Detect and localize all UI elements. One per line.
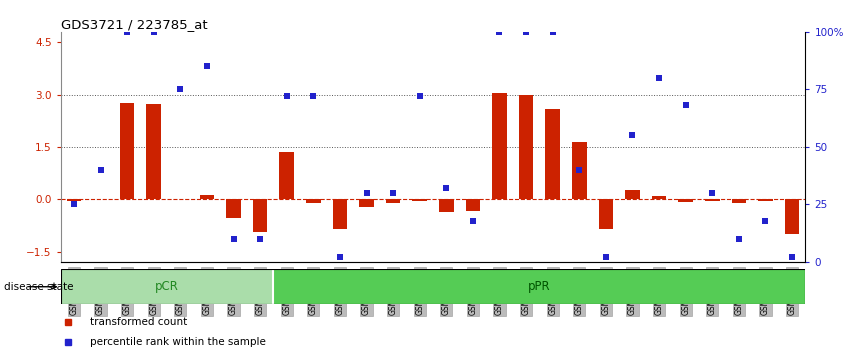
Point — [439, 185, 453, 191]
Bar — [306, 199, 320, 204]
Point — [146, 29, 160, 35]
Point — [173, 86, 187, 92]
Text: pCR: pCR — [155, 280, 179, 293]
Point — [599, 255, 613, 260]
Bar — [412, 199, 427, 201]
Bar — [359, 199, 374, 207]
Text: GDS3721 / 223785_at: GDS3721 / 223785_at — [61, 18, 207, 31]
Point — [493, 29, 507, 35]
Bar — [732, 199, 746, 204]
Point — [466, 218, 480, 223]
Point — [227, 236, 241, 242]
Point — [200, 64, 214, 69]
Bar — [274, 269, 818, 304]
Bar — [199, 195, 214, 199]
Point — [333, 255, 346, 260]
Bar — [466, 199, 481, 211]
Text: pPR: pPR — [528, 280, 551, 293]
Point — [94, 167, 107, 173]
Bar — [572, 142, 586, 199]
Point — [625, 132, 639, 138]
Bar — [758, 199, 772, 201]
Text: transformed count: transformed count — [90, 317, 188, 327]
Point — [120, 29, 134, 35]
Bar — [253, 199, 268, 232]
Bar — [333, 199, 347, 229]
Bar — [385, 199, 400, 203]
Bar — [625, 190, 640, 199]
Bar — [61, 269, 274, 304]
Point — [679, 103, 693, 108]
Bar — [67, 199, 81, 201]
Bar — [546, 109, 560, 199]
Bar — [598, 199, 613, 229]
Point — [572, 167, 586, 173]
Bar — [705, 199, 720, 201]
Bar — [492, 93, 507, 199]
Bar — [280, 152, 294, 199]
Bar — [146, 104, 161, 199]
Point — [307, 93, 320, 99]
Bar — [120, 103, 134, 199]
Point — [759, 218, 772, 223]
Bar — [519, 95, 533, 199]
Point — [652, 75, 666, 81]
Bar — [226, 199, 241, 218]
Point — [519, 29, 533, 35]
Bar — [785, 199, 799, 234]
Point — [785, 255, 799, 260]
Bar — [652, 196, 667, 199]
Point — [253, 236, 267, 242]
Bar — [678, 199, 693, 202]
Point — [67, 202, 81, 207]
Bar — [439, 199, 454, 212]
Point — [280, 93, 294, 99]
Point — [359, 190, 373, 196]
Point — [705, 190, 719, 196]
Text: percentile rank within the sample: percentile rank within the sample — [90, 337, 266, 348]
Point — [386, 190, 400, 196]
Point — [546, 29, 559, 35]
Point — [732, 236, 746, 242]
Point — [413, 93, 427, 99]
Text: disease state: disease state — [4, 282, 74, 292]
